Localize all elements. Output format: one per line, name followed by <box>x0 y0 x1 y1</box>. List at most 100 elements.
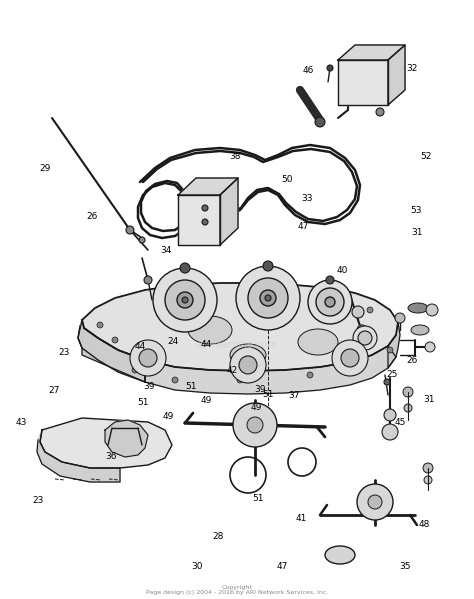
Circle shape <box>404 404 412 412</box>
Text: 51: 51 <box>185 382 196 391</box>
Text: 30: 30 <box>191 561 202 571</box>
Text: 41: 41 <box>295 514 307 524</box>
Circle shape <box>139 237 145 243</box>
Polygon shape <box>388 322 400 368</box>
Polygon shape <box>145 346 396 394</box>
Polygon shape <box>338 60 388 105</box>
Circle shape <box>180 263 190 273</box>
Circle shape <box>387 347 393 353</box>
Ellipse shape <box>325 546 355 564</box>
Circle shape <box>326 276 334 284</box>
Polygon shape <box>82 283 398 371</box>
Circle shape <box>316 288 344 316</box>
Text: 25: 25 <box>387 370 398 379</box>
Ellipse shape <box>411 325 429 335</box>
Circle shape <box>233 403 277 447</box>
Polygon shape <box>178 178 238 195</box>
Circle shape <box>315 117 325 127</box>
Polygon shape <box>105 420 148 457</box>
Circle shape <box>202 205 208 211</box>
Text: 49: 49 <box>163 412 174 421</box>
Text: 37: 37 <box>288 391 300 400</box>
Circle shape <box>367 307 373 313</box>
Circle shape <box>307 372 313 378</box>
Circle shape <box>97 322 103 328</box>
Text: 40: 40 <box>337 266 348 276</box>
Circle shape <box>165 280 205 320</box>
Text: 38: 38 <box>229 152 240 162</box>
Text: 53: 53 <box>410 206 422 216</box>
Text: 43: 43 <box>16 418 27 427</box>
Text: 23: 23 <box>58 347 70 357</box>
Text: 49: 49 <box>250 403 262 412</box>
Circle shape <box>426 304 438 316</box>
Circle shape <box>376 108 384 116</box>
Circle shape <box>248 278 288 318</box>
Text: 49: 49 <box>201 395 212 405</box>
Circle shape <box>153 268 217 332</box>
Circle shape <box>425 342 435 352</box>
Circle shape <box>382 424 398 440</box>
Circle shape <box>172 377 178 383</box>
Text: 46: 46 <box>302 66 314 75</box>
Circle shape <box>423 463 433 473</box>
Circle shape <box>341 349 359 367</box>
Circle shape <box>357 365 363 371</box>
Circle shape <box>177 292 193 308</box>
Text: 50: 50 <box>281 175 292 184</box>
Polygon shape <box>78 320 145 382</box>
Circle shape <box>239 356 257 374</box>
Text: 32: 32 <box>407 64 418 74</box>
Circle shape <box>395 313 405 323</box>
Polygon shape <box>178 195 220 245</box>
Polygon shape <box>78 320 145 382</box>
Text: 34: 34 <box>160 246 172 255</box>
Circle shape <box>384 409 396 421</box>
Polygon shape <box>388 45 405 105</box>
Text: 42: 42 <box>227 365 238 375</box>
Circle shape <box>112 337 118 343</box>
Text: 35: 35 <box>400 561 411 571</box>
Text: 45: 45 <box>395 418 406 428</box>
Circle shape <box>352 306 364 318</box>
Text: 29: 29 <box>39 164 51 174</box>
Text: 44: 44 <box>201 340 212 349</box>
Polygon shape <box>220 178 238 245</box>
Circle shape <box>357 484 393 520</box>
Polygon shape <box>40 418 172 468</box>
Circle shape <box>384 379 390 385</box>
Circle shape <box>182 297 188 303</box>
Circle shape <box>230 347 266 383</box>
Circle shape <box>265 295 271 301</box>
Text: 31: 31 <box>411 228 423 237</box>
Text: 27: 27 <box>49 386 60 395</box>
Circle shape <box>260 290 276 306</box>
Text: 36: 36 <box>106 452 117 461</box>
Circle shape <box>237 377 243 383</box>
Polygon shape <box>338 45 405 60</box>
Text: 51: 51 <box>262 389 273 399</box>
Text: 26: 26 <box>407 356 418 365</box>
Circle shape <box>332 340 368 376</box>
Text: 31: 31 <box>423 395 435 404</box>
Circle shape <box>263 261 273 271</box>
Circle shape <box>327 65 333 71</box>
Text: 39: 39 <box>254 385 265 394</box>
Circle shape <box>358 331 372 345</box>
Text: 52: 52 <box>420 152 431 162</box>
Text: 51: 51 <box>253 494 264 503</box>
Circle shape <box>202 219 208 225</box>
Polygon shape <box>37 430 120 482</box>
Circle shape <box>126 226 134 234</box>
Circle shape <box>353 326 377 350</box>
Circle shape <box>157 292 163 298</box>
Text: ARIMachine.com: ARIMachine.com <box>197 340 277 350</box>
Circle shape <box>308 280 352 324</box>
Circle shape <box>368 495 382 509</box>
Ellipse shape <box>188 316 232 344</box>
Text: 28: 28 <box>212 531 224 541</box>
Circle shape <box>337 295 343 301</box>
Text: 23: 23 <box>32 495 44 505</box>
Ellipse shape <box>408 303 428 313</box>
Circle shape <box>132 367 138 373</box>
